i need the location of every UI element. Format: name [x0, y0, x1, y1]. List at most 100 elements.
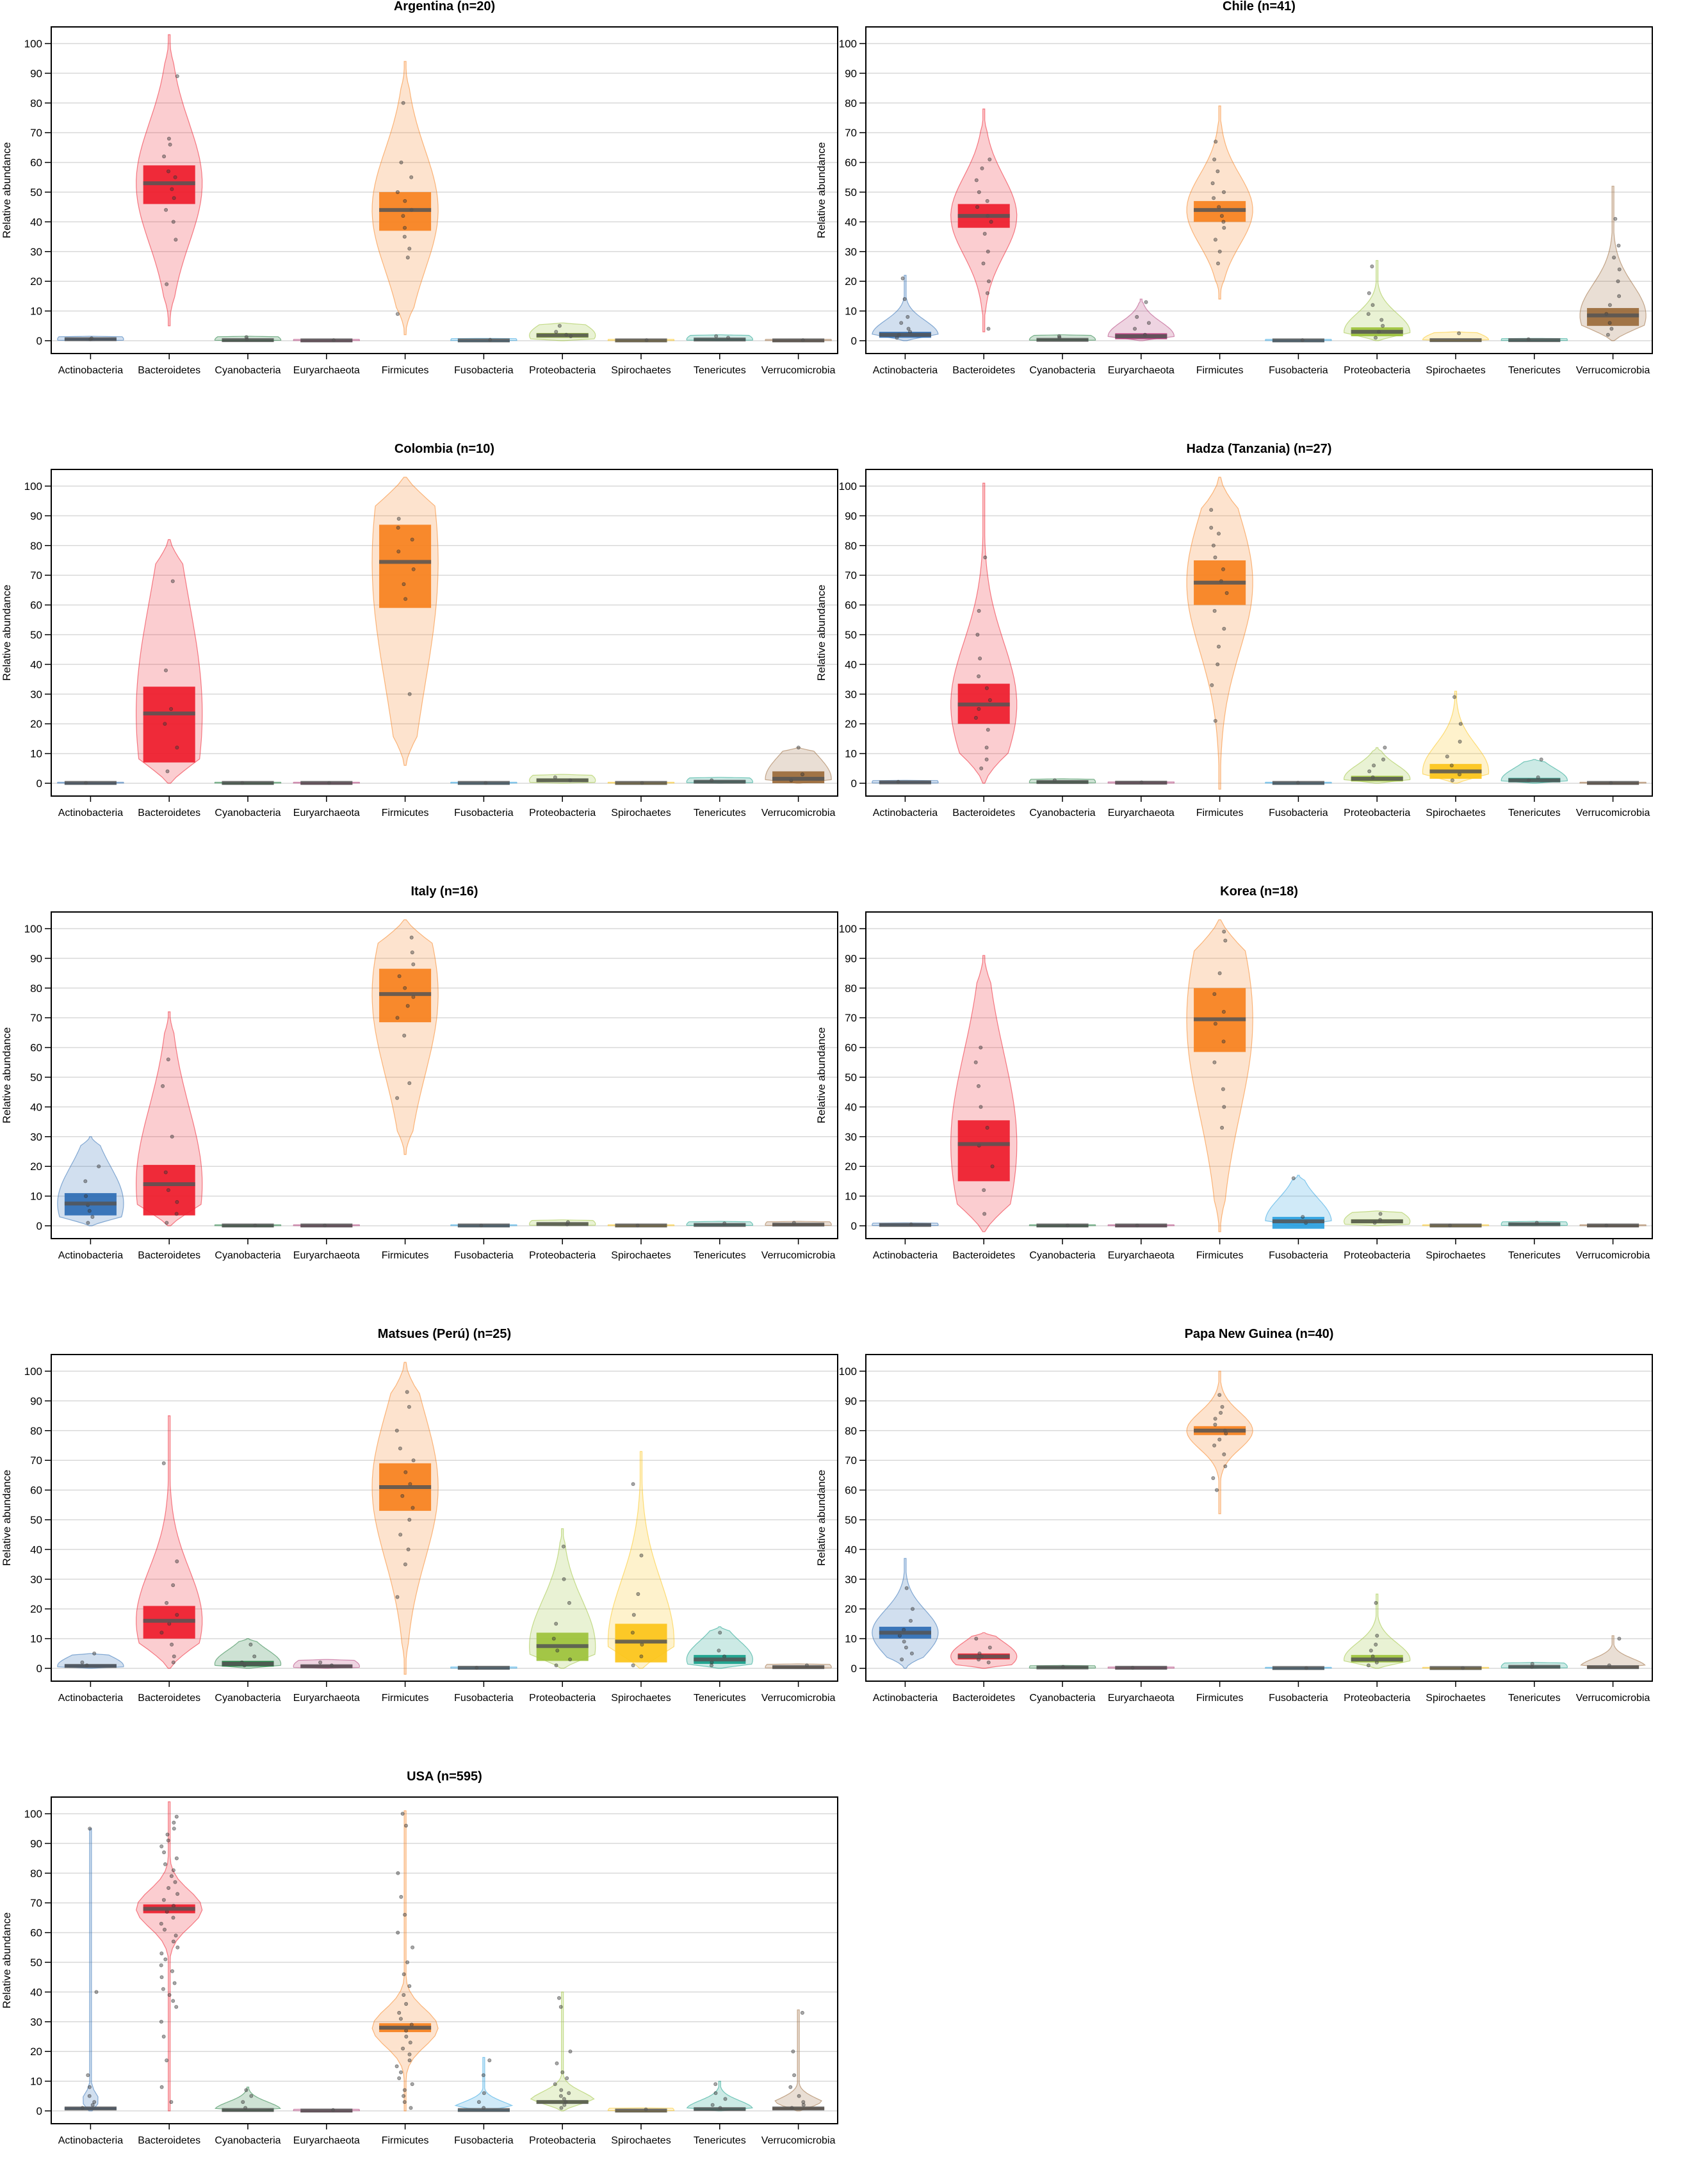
y-tick-label: 30 [30, 1131, 42, 1143]
data-point [1612, 256, 1616, 260]
band-actinobacteria: Actinobacteria [872, 1222, 939, 1261]
x-tick-label: Spirochaetes [611, 2135, 671, 2146]
band-verrucomicrobia: Verrucomicrobia [761, 2009, 835, 2146]
data-point [906, 327, 911, 331]
data-point [1613, 216, 1618, 221]
violin [136, 1801, 203, 2112]
data-point [174, 1933, 178, 1938]
x-tick-label: Euryarchaeota [293, 808, 360, 818]
data-point [163, 1862, 167, 1866]
data-point [974, 178, 979, 183]
y-tick-label: 90 [845, 510, 857, 522]
band-actinobacteria: Actinobacteria [57, 781, 124, 818]
data-point [1617, 294, 1622, 298]
y-tick-label: 10 [30, 1633, 42, 1645]
x-tick-label: Verrucomicrobia [1576, 365, 1650, 376]
panel-3: Colombia (n=10) 0 10 20 30 40 50 60 70 80 90 100 Rel… [1, 442, 838, 818]
y-tick-label: 0 [37, 2105, 42, 2117]
data-point [1222, 1452, 1226, 1456]
data-point [173, 175, 177, 179]
x-tick-label: Proteobacteria [529, 1693, 596, 1704]
plot-frame [51, 26, 838, 354]
data-point [975, 633, 980, 637]
y-tick-label: 80 [30, 97, 42, 110]
data-point [171, 1583, 175, 1588]
data-point [1212, 1060, 1217, 1064]
data-point [411, 1458, 416, 1463]
band-cyanobacteria: Cyanobacteria [1029, 778, 1096, 818]
data-point [639, 1654, 644, 1659]
y-tick-label: 80 [30, 1425, 42, 1437]
x-tick-label: Spirochaetes [611, 365, 671, 376]
violin [215, 2087, 281, 2112]
y-tick-label: 100 [839, 480, 857, 492]
data-point [557, 323, 562, 328]
plot-frame [865, 1354, 1653, 1682]
x-tick-label: Fusobacteria [1269, 365, 1328, 376]
y-tick-label: 70 [845, 1012, 857, 1024]
data-point [1222, 929, 1226, 934]
x-tick-label: Proteobacteria [529, 808, 596, 818]
data-point [1209, 526, 1214, 530]
data-point [159, 2085, 164, 2089]
x-tick-label: Euryarchaeota [1108, 808, 1175, 818]
y-tick-label: 10 [30, 748, 42, 760]
x-tick-label: Verrucomicrobia [1576, 808, 1650, 818]
x-tick-label: Verrucomicrobia [1576, 1250, 1650, 1261]
data-point [986, 327, 991, 331]
data-point [557, 1996, 562, 2000]
y-tick-label: 40 [30, 1543, 42, 1556]
x-tick-label: Euryarchaeota [1108, 365, 1175, 376]
data-point [165, 1600, 169, 1605]
x-tick-label: Cyanobacteria [215, 365, 281, 376]
band-proteobacteria: Proteobacteria [528, 1528, 596, 1704]
y-tick-label: 90 [845, 67, 857, 79]
x-tick-label: Firmicutes [1196, 1693, 1244, 1704]
data-point [800, 2010, 804, 2015]
data-point [565, 2076, 569, 2080]
data-point [902, 297, 907, 301]
data-point [398, 1533, 403, 1537]
violin [530, 1991, 595, 2112]
band-verrucomicrobia: Verrucomicrobia [761, 1663, 835, 1704]
data-point [1220, 1404, 1224, 1409]
band-verrucomicrobia: Verrucomicrobia [1576, 781, 1650, 818]
band-tenericutes: Tenericutes [1501, 337, 1568, 376]
x-tick-label: Actinobacteria [58, 808, 123, 818]
y-tick-label: 100 [839, 923, 857, 935]
y-tick-label: 50 [30, 1514, 42, 1526]
y-tick-label: 30 [30, 688, 42, 701]
data-point [636, 1591, 640, 1596]
data-point [97, 1164, 101, 1169]
panel-7: Matsues (Perú) (n=25) 0 10 20 30 40 50 60 70 80 90… [1, 1327, 838, 1704]
data-point [175, 1892, 180, 1896]
data-point [630, 1631, 635, 1635]
data-point [87, 2085, 92, 2089]
data-point [801, 2100, 806, 2104]
x-tick-label: Euryarchaeota [293, 1250, 360, 1261]
y-tick-label: 40 [845, 658, 857, 671]
data-point [399, 2070, 403, 2074]
data-point [395, 1096, 400, 1100]
y-tick-label: 60 [845, 599, 857, 612]
data-point [801, 2103, 806, 2107]
y-tick-label: 80 [845, 1425, 857, 1437]
band-tenericutes: Tenericutes [686, 777, 754, 818]
y-tick-label: 50 [845, 186, 857, 199]
data-point [401, 2046, 405, 2051]
y-tick-label: 90 [30, 1395, 42, 1407]
data-point [1370, 303, 1375, 307]
data-point [402, 1034, 407, 1038]
y-axis-label: Relative abundance [1, 1027, 13, 1123]
data-point [399, 160, 403, 165]
data-point [404, 2034, 409, 2039]
x-tick-label: Fusobacteria [454, 365, 514, 376]
data-point [166, 1188, 170, 1192]
x-tick-label: Tenericutes [694, 2135, 746, 2146]
band-spirochaetes: Spirochaetes [607, 2107, 675, 2146]
data-point [248, 1642, 253, 1647]
data-point [172, 1654, 176, 1659]
y-axis-label: Relative abundance [1, 1912, 13, 2008]
data-point [162, 1927, 167, 1932]
data-point [159, 2019, 163, 2024]
